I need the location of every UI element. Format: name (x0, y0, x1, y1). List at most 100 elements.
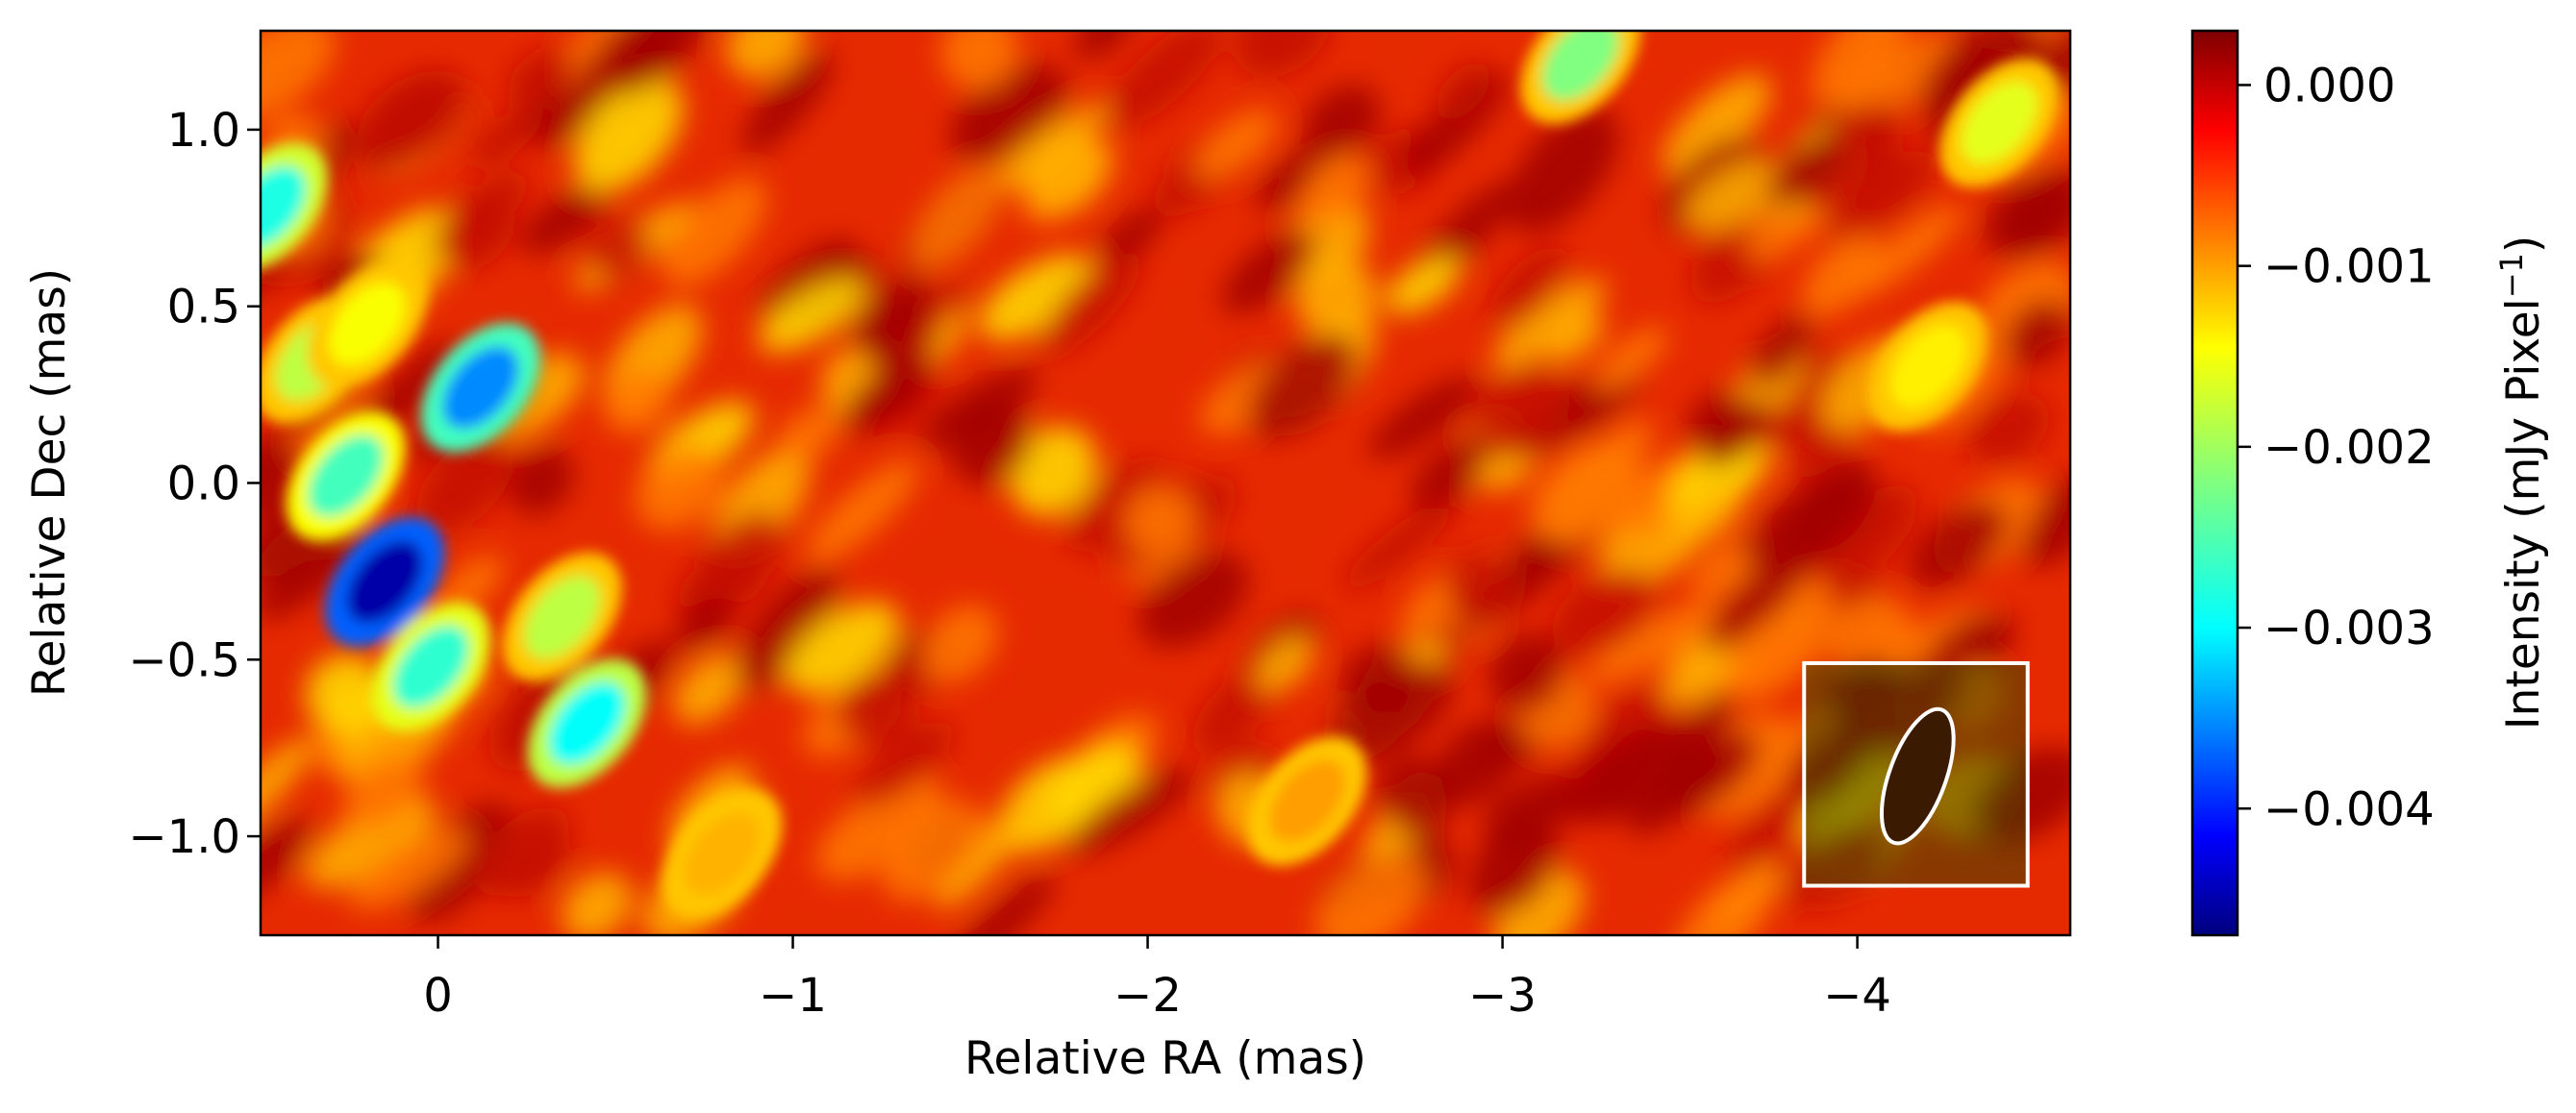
noise-blob (1221, 229, 1316, 315)
noise-blob (778, 408, 840, 459)
noise-blob (475, 806, 569, 896)
noise-blob (918, 367, 1039, 448)
noise-blob (850, 277, 932, 357)
feature-core (442, 346, 519, 430)
noise-blob (1662, 636, 1733, 706)
noise-blob (561, 872, 633, 935)
noise-blob (2003, 299, 2070, 368)
x-axis-label: Relative RA (mas) (964, 1032, 1366, 1085)
noise-blob (1492, 870, 1586, 935)
feature-core (1961, 81, 2038, 164)
beam-ellipse (1879, 706, 1956, 846)
noise-blob (759, 237, 857, 318)
noise-blob (357, 70, 469, 166)
noise-blob (1802, 234, 1882, 317)
noise-blob (1662, 73, 1772, 178)
noise-blob (519, 187, 607, 255)
noise-blob (844, 366, 926, 427)
noise-blob (1066, 459, 1168, 553)
noise-blob (1303, 85, 1381, 159)
noise-blob (838, 671, 915, 749)
noise-blob (1040, 252, 1141, 356)
feature-core (308, 434, 385, 517)
noise-blob (415, 433, 515, 534)
noise-blob (1812, 31, 1907, 111)
x-tick-label: −1 (759, 969, 827, 1023)
noise-blob (1138, 551, 1250, 649)
colorbar-label-main: Intensity (mJy Pixel (2497, 298, 2550, 730)
noise-blob (1923, 31, 2042, 118)
noise-blob (1410, 437, 1489, 509)
noise-blob (2021, 473, 2070, 567)
colorbar-tick-label: 0.000 (2263, 59, 2395, 112)
colorbar-ticks: 0.000 −0.001 −0.002 −0.003 −0.004 (2238, 59, 2435, 836)
noise-blob (1847, 205, 1963, 299)
noise-blob (662, 178, 767, 287)
noise-blob (979, 254, 1093, 341)
noise-blob (1662, 730, 1760, 815)
noise-blob (1099, 209, 1163, 263)
noise-blob (438, 192, 515, 270)
y-tick-label: −0.5 (128, 633, 240, 687)
noise-blob (758, 277, 866, 353)
noise-blob (1065, 767, 1195, 856)
noise-blob (1314, 853, 1427, 935)
y-tick-label: 0.5 (167, 281, 240, 334)
noise-blob (1705, 542, 1817, 651)
colorbar-tick-label: −0.003 (2263, 602, 2435, 655)
feature-core (524, 576, 601, 659)
noise-blob (509, 446, 574, 515)
noise-blob (1124, 485, 1196, 557)
noise-blob (1193, 108, 1278, 182)
beam-inset (1802, 660, 2030, 888)
noise-blob (921, 605, 998, 683)
noise-blob (408, 802, 513, 923)
noise-blob (1490, 246, 1567, 328)
feature-core (329, 283, 406, 365)
noise-blob (950, 403, 1033, 486)
feature-core (1542, 31, 1619, 101)
noise-blob (1301, 154, 1369, 227)
noise-blob (305, 653, 388, 735)
noise-blob (1684, 158, 1783, 233)
noise-blob (883, 801, 985, 902)
noise-blob (1545, 312, 1605, 364)
y-tick-label: 1.0 (167, 104, 240, 158)
noise-blob (1506, 107, 1620, 235)
noise-blob (673, 654, 746, 725)
y-axis-label: Relative Dec (mas) (23, 268, 76, 697)
noise-blob (1433, 718, 1518, 807)
noise-blob (815, 778, 946, 880)
noise-blob (1842, 32, 1956, 125)
noise-blob (1386, 255, 1462, 314)
noise-blob (1909, 501, 2009, 588)
noise-blob (806, 459, 919, 563)
noise-blob (1983, 168, 2070, 259)
noise-blob (587, 218, 652, 281)
noise-blob (1468, 818, 1559, 915)
noise-blob (292, 383, 371, 457)
colorbar-label: Intensity (mJy Pixel−1) (2493, 235, 2550, 730)
noise-blob (1491, 278, 1607, 370)
noise-blob (1105, 31, 1223, 130)
noise-blob (785, 602, 900, 694)
noise-blob (1378, 755, 1455, 834)
feature-core (261, 165, 306, 249)
noise-blob (1822, 151, 1937, 241)
noise-blob (468, 106, 543, 168)
noise-blob (1787, 459, 1878, 563)
feature-core (1269, 759, 1346, 843)
noise-blob (635, 445, 725, 531)
noise-blob (1010, 426, 1097, 517)
noise-blob (1248, 334, 1358, 439)
noise-blob (1765, 135, 1845, 208)
y-tick-label: −1.0 (128, 810, 240, 864)
noise-blob (1254, 143, 1334, 210)
intensity-map (261, 31, 2070, 935)
noise-blob (853, 721, 955, 807)
noise-blob (741, 51, 834, 155)
noise-blob (1022, 134, 1109, 213)
noise-blob (911, 164, 1005, 270)
noise-blob (261, 737, 313, 836)
